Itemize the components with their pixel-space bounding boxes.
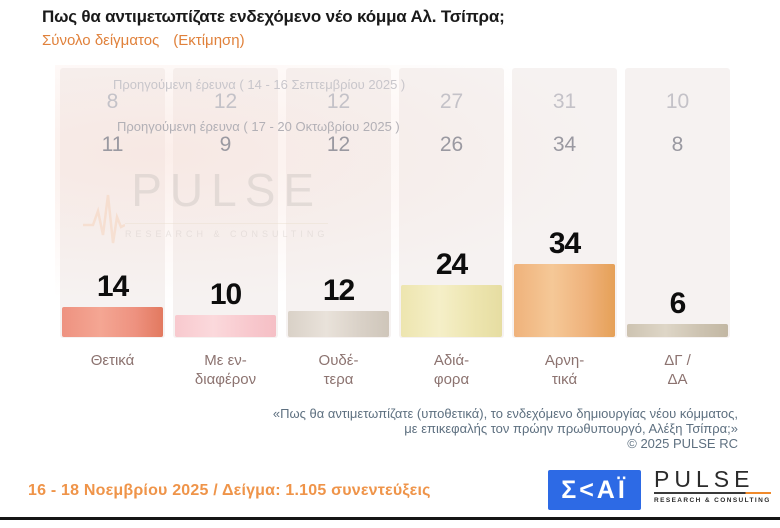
pulse-logo-rule [654, 492, 771, 494]
previous-value-october: 8 [671, 133, 684, 156]
bar-value-label: 34 [548, 227, 581, 260]
pulse-logo-subtext: RESEARCH & CONSULTING [654, 497, 771, 504]
previous-value-october: 26 [439, 133, 464, 156]
category-label: Θετικά [60, 351, 165, 370]
bar-value-label: 6 [669, 287, 687, 320]
category-label-line: ΔΓ / [664, 352, 691, 369]
category-label-line: Με εν- [204, 352, 247, 369]
previous-value-september: 12 [326, 90, 351, 113]
bar-3 [288, 311, 389, 337]
category-label: Ουδέ-τερα [286, 351, 391, 389]
previous-survey-label-october: Προηγούμενη έρευνα ( 17 - 20 Οκτωβρίου 2… [117, 119, 400, 134]
category-label-line: φορα [433, 371, 470, 388]
category-label: Αδιά-φορα [399, 351, 504, 389]
bar-5 [514, 264, 615, 337]
footnote-line-2: με επικεφαλής τον πρώην πρωθυπουργό, Αλέ… [404, 421, 738, 436]
previous-value-october: 9 [219, 133, 232, 156]
previous-value-september: 8 [106, 90, 119, 113]
skai-logo-text: Σ<ΑΪ [561, 475, 628, 504]
bottom-divider-line [0, 517, 780, 520]
bar-value-label: 12 [322, 274, 355, 307]
skai-logo: Σ<ΑΪ [548, 470, 641, 510]
previous-value-september: 31 [552, 90, 577, 113]
subtitle-sample: Σύνολο δείγματος [42, 32, 160, 49]
page-subtitle: Σύνολο δείγματος (Εκτίμηση) [42, 32, 245, 49]
category-label-line: ΔΑ [667, 371, 688, 388]
pulse-logo-text: PULSE [654, 466, 755, 492]
bar-value-label: 24 [435, 248, 468, 281]
previous-value-september: 12 [213, 90, 238, 113]
category-label: Αρνη-τικά [512, 351, 617, 389]
previous-value-october: 34 [552, 133, 577, 156]
previous-value-september: 10 [665, 90, 690, 113]
bar-6 [627, 324, 728, 337]
page-title: Πως θα αντιμετωπίζατε ενδεχόμενο νέο κόμ… [42, 7, 505, 26]
category-label-line: Αρνη- [544, 352, 585, 369]
category-label-line: Θετικά [90, 352, 135, 369]
footnote-line-1: «Πως θα αντιμετωπίζατε (υποθετικά), το ε… [272, 406, 738, 421]
category-label: Με εν-διαφέρον [173, 351, 278, 389]
copyright-line: © 2025 PULSE RC [627, 436, 738, 451]
previous-value-october: 11 [101, 133, 124, 156]
previous-value-october: 12 [326, 133, 351, 156]
subtitle-note: (Εκτίμηση) [173, 32, 245, 49]
previous-survey-label-september: Προηγούμενη έρευνα ( 14 - 16 Σεπτεμβρίου… [113, 77, 406, 92]
question-footnote: «Πως θα αντιμετωπίζατε (υποθετικά), το ε… [273, 406, 738, 451]
bar-value-label: 10 [209, 278, 242, 311]
category-label-line: τερα [323, 371, 354, 388]
bar-value-label: 14 [96, 270, 129, 303]
bar-1 [62, 307, 163, 337]
category-label-line: τικά [551, 371, 578, 388]
pulse-logo: PULSE RESEARCH & CONSULTING [650, 466, 771, 512]
bar-4 [401, 285, 502, 337]
category-label-line: Ουδέ- [318, 352, 359, 369]
bar-2 [175, 315, 276, 337]
category-label: ΔΓ / ΔΑ [625, 351, 730, 389]
category-label-line: Αδιά- [433, 352, 470, 369]
fieldwork-sample-text: 16 - 18 Νοεμβρίου 2025 / Δείγμα: 1.105 σ… [28, 482, 431, 499]
category-label-line: διαφέρον [194, 371, 257, 388]
previous-value-september: 27 [439, 90, 464, 113]
bar-chart: Προηγούμενη έρευνα ( 14 - 16 Σεπτεμβρίου… [55, 65, 735, 410]
